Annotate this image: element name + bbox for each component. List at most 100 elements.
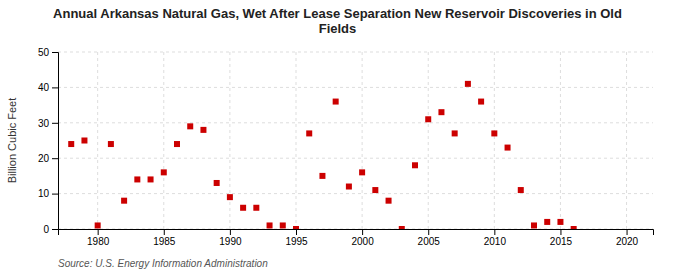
x-tick-mark	[627, 229, 628, 235]
point	[452, 130, 458, 136]
x-tick: 2010	[484, 229, 507, 247]
point	[134, 176, 140, 182]
y-tick-label: 50	[38, 47, 50, 58]
grid-line-x	[163, 52, 164, 229]
y-tick-mark	[52, 229, 58, 230]
grid-line-x	[626, 52, 627, 229]
x-tick: 1985	[153, 229, 176, 247]
x-tick-mark	[494, 229, 495, 235]
points	[68, 81, 576, 229]
x-tick: 1995	[285, 229, 308, 247]
x-tick: 1980	[87, 229, 110, 247]
grid-line-x	[362, 52, 363, 229]
point	[518, 187, 524, 193]
point	[267, 222, 273, 228]
y-tick: 20	[38, 153, 58, 164]
x-tick-mark	[98, 229, 99, 235]
x-tick-mark	[362, 229, 363, 235]
point	[386, 198, 392, 204]
point	[465, 81, 471, 87]
point	[253, 205, 259, 211]
grid-line-y	[58, 158, 653, 159]
grid-line-x	[428, 52, 429, 229]
point	[306, 130, 312, 136]
x-tick-label: 2000	[351, 236, 374, 247]
grid-line-y	[58, 52, 653, 53]
x-tick-label: 2020	[616, 236, 639, 247]
point	[227, 194, 233, 200]
y-axis: 0 10 20 30 40 50	[38, 47, 59, 235]
y-tick: 0	[43, 224, 58, 235]
x-tick: 2020	[616, 229, 639, 247]
point	[161, 169, 167, 175]
point	[491, 130, 497, 136]
title: Annual Arkansas Natural Gas, Wet After L…	[53, 6, 622, 36]
x-tick-mark	[560, 229, 561, 235]
x-axis-line	[59, 230, 654, 236]
y-tick-label: 40	[38, 82, 50, 93]
point	[438, 109, 444, 115]
plot: 1980 1985 1990 1995 2000 2005 2010 2015 2020 0 10 2…	[38, 47, 654, 247]
point	[478, 99, 484, 105]
grid-line-y	[58, 193, 653, 194]
x-tick-label: 1980	[87, 236, 110, 247]
point	[200, 127, 206, 133]
x-tick-label: 2015	[550, 236, 573, 247]
point	[319, 173, 325, 179]
grid-line-x	[494, 52, 495, 229]
point	[68, 141, 74, 147]
y-tick-label: 30	[38, 118, 50, 129]
x-tick: 2015	[550, 229, 573, 247]
y-tick: 30	[38, 118, 58, 129]
y-tick-mark	[52, 87, 58, 88]
x-tick: 1990	[219, 229, 242, 247]
x-tick-label: 1985	[153, 236, 176, 247]
y-tick-mark	[52, 158, 58, 159]
x-axis: 1980 1985 1990 1995 2000 2005 2010 2015 2020	[59, 229, 654, 247]
x-tick-label: 2010	[484, 236, 507, 247]
y-tick: 40	[38, 82, 58, 93]
point	[399, 226, 405, 229]
grid-line-x	[229, 52, 230, 229]
chart-container: Annual Arkansas Natural Gas, Wet After L…	[0, 0, 675, 275]
x-tick-mark	[296, 229, 297, 235]
point	[108, 141, 114, 147]
grid	[58, 52, 653, 229]
point	[214, 180, 220, 186]
y-axis-label: Billion Cubic Feet	[6, 98, 18, 184]
chart-svg: Annual Arkansas Natural Gas, Wet After L…	[0, 0, 675, 275]
grid-line-x	[296, 52, 297, 229]
point	[333, 99, 339, 105]
y-tick-label: 0	[43, 224, 49, 235]
y-axis-line	[52, 53, 59, 230]
point	[187, 123, 193, 129]
point	[557, 219, 563, 225]
x-tick-mark	[428, 229, 429, 235]
y-tick-mark	[52, 52, 58, 53]
x-tick-mark	[230, 229, 231, 235]
x-tick: 2000	[351, 229, 374, 247]
point	[81, 138, 87, 144]
point	[121, 198, 127, 204]
grid-line-y	[58, 87, 653, 88]
grid-line-x	[560, 52, 561, 229]
x-tick: 2005	[418, 229, 441, 247]
point	[571, 226, 577, 229]
x-tick-label: 1995	[285, 236, 308, 247]
y-tick: 50	[38, 47, 58, 58]
point	[240, 205, 246, 211]
y-tick: 10	[38, 188, 58, 199]
title-line: Fields	[319, 21, 357, 36]
y-tick-mark	[52, 194, 58, 195]
y-tick-label: 10	[38, 188, 50, 199]
point	[531, 222, 537, 228]
x-tick-label: 2005	[418, 236, 441, 247]
point	[412, 162, 418, 168]
point	[346, 184, 352, 190]
point	[293, 226, 299, 229]
x-tick-label: 1990	[219, 236, 242, 247]
point	[174, 141, 180, 147]
point	[95, 222, 101, 228]
source: Source: U.S. Energy Information Administ…	[58, 258, 268, 269]
point	[359, 169, 365, 175]
